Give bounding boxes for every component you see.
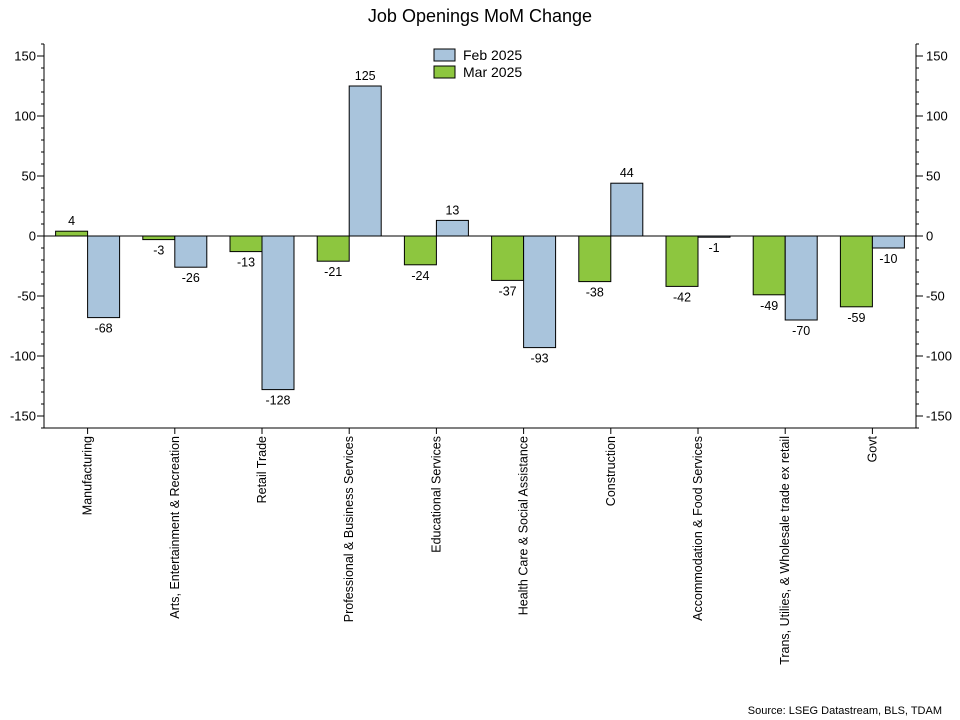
bar [784, 235, 818, 321]
data-label: -13 [237, 256, 255, 270]
data-label: -38 [586, 286, 604, 300]
data-label: -37 [499, 284, 517, 298]
bar [142, 235, 176, 241]
bar [839, 235, 873, 308]
y-tick-label-left: 150 [14, 49, 36, 64]
data-label: -59 [847, 311, 865, 325]
bar [752, 235, 786, 296]
x-category-label: Trans, Utilies, & Wholesale trade ex ret… [778, 436, 792, 665]
data-label: 125 [355, 69, 376, 83]
data-label: 44 [620, 166, 634, 180]
bar [523, 235, 557, 349]
y-tick-label-left: -50 [17, 289, 36, 304]
y-tick-label-right: -100 [926, 349, 952, 364]
data-label: 13 [445, 203, 459, 217]
bar [174, 235, 208, 268]
legend-swatch [433, 65, 456, 79]
x-category-label: Arts, Entertainment & Recreation [168, 436, 182, 619]
legend-label: Feb 2025 [463, 47, 522, 63]
data-label: -49 [760, 299, 778, 313]
data-label: -21 [324, 265, 342, 279]
data-label: -3 [153, 244, 164, 258]
bar [55, 230, 89, 237]
data-label: -93 [531, 352, 549, 366]
y-tick-label-right: 0 [926, 229, 933, 244]
x-category-label: Govt [865, 435, 879, 462]
y-tick-label-right: 150 [926, 49, 948, 64]
bar [871, 235, 905, 249]
bar [403, 235, 437, 266]
y-tick-label-left: 50 [22, 169, 36, 184]
bar [665, 235, 699, 287]
bar [348, 85, 382, 237]
y-tick-label-right: 50 [926, 169, 940, 184]
bar [435, 219, 469, 237]
bar [316, 235, 350, 262]
x-category-label: Accommodation & Food Services [691, 436, 705, 621]
bar [610, 182, 644, 237]
y-tick-label-right: -150 [926, 409, 952, 424]
data-label: -70 [792, 324, 810, 338]
bar [87, 235, 121, 319]
legend-swatch [433, 48, 456, 62]
y-tick-label-left: 0 [29, 229, 36, 244]
bar [697, 235, 731, 238]
data-label: -26 [182, 271, 200, 285]
bar [229, 235, 263, 253]
bar [491, 235, 525, 281]
y-tick-label-left: -100 [10, 349, 36, 364]
y-tick-label-left: -150 [10, 409, 36, 424]
data-label: -42 [673, 290, 691, 304]
y-tick-label-left: 100 [14, 109, 36, 124]
data-label: -24 [411, 269, 429, 283]
x-category-label: Construction [604, 436, 618, 506]
plot-area: -150 -150 -100 -100 -50 -50 0 0 50 50 100 100 150 150… [10, 43, 952, 665]
data-label: -10 [879, 252, 897, 266]
bar [261, 235, 295, 391]
y-tick-label-right: 100 [926, 109, 948, 124]
bar [578, 235, 612, 283]
x-category-label: Educational Services [429, 436, 443, 553]
legend-label: Mar 2025 [463, 64, 522, 80]
x-category-label: Health Care & Social Assistance [517, 436, 531, 615]
data-label: -1 [708, 241, 719, 255]
y-tick-label-right: -50 [926, 289, 945, 304]
data-label: -128 [265, 394, 290, 408]
x-category-label: Professional & Business Services [342, 436, 356, 622]
chart-title: Job Openings MoM Change [368, 6, 592, 26]
x-category-label: Manufacturing [81, 436, 95, 515]
x-category-label: Retail Trade [255, 436, 269, 503]
data-label: -68 [95, 322, 113, 336]
source-note: Source: LSEG Datastream, BLS, TDAM [748, 705, 942, 717]
data-label: 4 [68, 214, 75, 228]
